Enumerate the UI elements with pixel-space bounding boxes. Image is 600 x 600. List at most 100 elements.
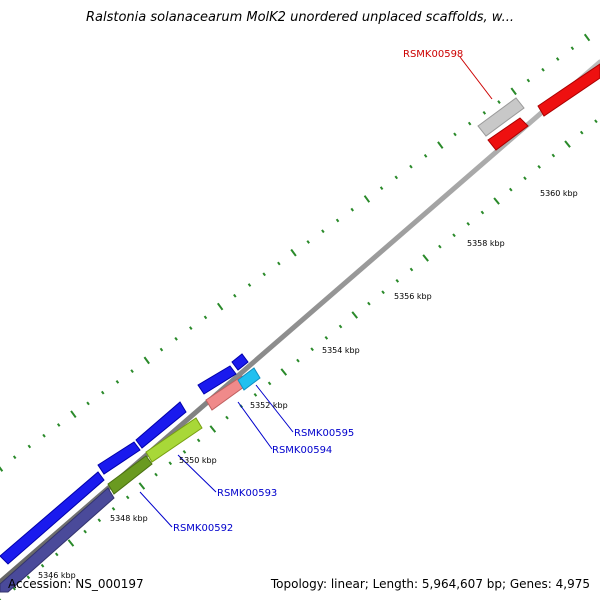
feature-track-reverse: [0, 117, 529, 593]
ruler-tick: [541, 67, 545, 72]
ruler-tick: [466, 221, 471, 226]
ruler-tick: [497, 100, 501, 104]
ruler-tick: [111, 506, 116, 511]
gene-feature[interactable]: [537, 63, 600, 117]
ruler-tick: [350, 207, 354, 212]
tick-label-5358: 5358 kbp: [467, 239, 505, 248]
tick-label-5356: 5356 kbp: [394, 292, 432, 301]
gene-feature[interactable]: [237, 367, 261, 391]
gene-feature[interactable]: [197, 365, 237, 395]
ruler-tick: [381, 290, 385, 295]
ruler-tick: [203, 315, 208, 320]
ruler-tick: [523, 176, 527, 181]
gene-label-rsmk00598[interactable]: RSMK00598: [403, 49, 463, 60]
accession-label: Accession: NS_000197: [8, 577, 144, 591]
gene-label-leaders: [139, 56, 493, 528]
tick-label-5350: 5350 kbp: [179, 456, 217, 465]
ruler-tick: [277, 261, 281, 266]
ruler-tick: [26, 575, 31, 580]
gene-label-rsmk00592[interactable]: RSMK00592: [173, 523, 233, 534]
gene-feature[interactable]: [145, 417, 203, 463]
ruler-tick: [480, 210, 485, 215]
ruler-tick: [168, 461, 173, 466]
ruler-tick: [86, 401, 90, 406]
feature-track-forward: [0, 63, 600, 565]
outer-tick-ruler: [0, 33, 591, 472]
gene-feature[interactable]: [231, 353, 249, 371]
ruler-tick: [351, 311, 359, 319]
ruler-tick: [115, 380, 120, 384]
gene-label-rsmk00593[interactable]: RSMK00593: [217, 488, 277, 499]
ruler-tick: [570, 46, 575, 51]
ruler-tick: [154, 472, 158, 477]
ruler-tick: [453, 132, 457, 137]
ruler-tick: [394, 175, 399, 180]
ruler-tick: [247, 283, 252, 287]
ruler-tick: [182, 449, 187, 454]
ruler-tick: [130, 369, 134, 374]
ruler-tick: [537, 164, 541, 169]
ruler-tick: [579, 130, 584, 135]
ruler-tick: [225, 415, 229, 420]
ruler-tick: [555, 57, 560, 61]
ruler-tick: [42, 433, 46, 438]
gene-feature[interactable]: [97, 441, 141, 475]
tick-label-5360: 5360 kbp: [540, 189, 578, 198]
inner-tick-ruler: [0, 119, 598, 600]
ruler-tick: [296, 358, 300, 363]
ruler-tick: [321, 229, 325, 234]
ruler-tick: [594, 119, 598, 124]
ruler-tick: [324, 335, 329, 340]
gene-feature[interactable]: [135, 401, 187, 449]
ruler-tick: [280, 368, 288, 376]
ruler-tick: [27, 444, 32, 449]
ruler-tick: [338, 324, 343, 329]
ruler-tick: [209, 425, 217, 433]
gene-label-rsmk00594[interactable]: RSMK00594: [272, 445, 332, 456]
ruler-tick: [189, 326, 193, 330]
ruler-tick: [125, 495, 130, 500]
map-title: Ralstonia solanacearum MolK2 unordered u…: [85, 10, 514, 25]
topology-summary: Topology: linear; Length: 5,964,607 bp; …: [270, 577, 590, 591]
ruler-tick: [143, 356, 150, 365]
ruler-tick: [363, 195, 371, 203]
ruler-tick: [306, 240, 310, 244]
ruler-tick: [83, 529, 87, 534]
gene-feature[interactable]: [107, 455, 153, 495]
ruler-tick: [564, 140, 571, 148]
ruler-tick: [196, 438, 201, 443]
ruler-tick: [40, 563, 45, 568]
ruler-tick: [526, 78, 531, 83]
ruler-tick: [367, 301, 371, 306]
ruler-tick: [467, 121, 472, 126]
gene-feature[interactable]: [487, 117, 529, 151]
ruler-tick: [379, 186, 384, 191]
ruler-tick: [409, 164, 413, 169]
ruler-tick: [70, 410, 77, 419]
ruler-tick: [67, 539, 75, 547]
gene-feature[interactable]: [0, 487, 115, 593]
ruler-tick: [509, 187, 513, 192]
ruler-tick: [551, 153, 556, 158]
ruler-tick: [97, 518, 102, 523]
gene-label-rsmk00595[interactable]: RSMK00595: [294, 428, 354, 439]
ruler-tick: [583, 33, 591, 42]
ruler-tick: [100, 390, 105, 395]
ruler-tick: [438, 244, 442, 249]
ruler-tick: [510, 87, 517, 96]
ruler-tick: [452, 233, 456, 238]
gene-feature[interactable]: [0, 471, 105, 565]
ruler-tick: [174, 336, 178, 341]
ruler-tick: [422, 254, 429, 262]
ruler-tick: [12, 455, 17, 460]
ruler-tick: [54, 552, 59, 557]
ruler-tick: [159, 347, 164, 352]
ruler-tick: [482, 110, 487, 115]
ruler-tick: [216, 302, 224, 311]
ruler-tick: [253, 392, 258, 397]
gene-feature[interactable]: [477, 97, 525, 137]
ruler-tick: [493, 197, 500, 205]
ruler-tick: [409, 267, 414, 272]
ruler-tick: [335, 218, 340, 223]
